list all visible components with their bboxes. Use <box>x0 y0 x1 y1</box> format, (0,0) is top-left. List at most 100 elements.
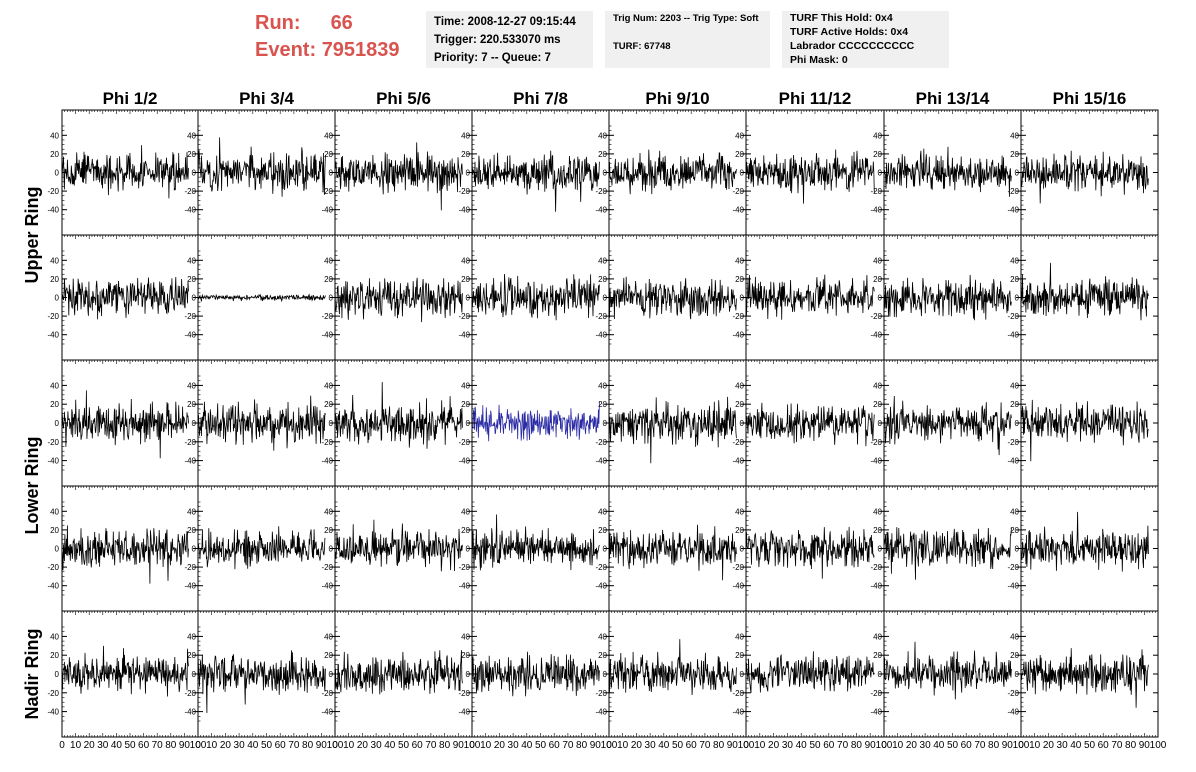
y-tick-label: 40 <box>461 381 470 390</box>
y-tick-label: -20 <box>184 689 196 698</box>
y-tick-label: 0 <box>740 545 745 554</box>
x-tick-label: 90 <box>453 740 465 751</box>
x-tick-label: 60 <box>412 740 424 751</box>
y-tick-label: -40 <box>870 582 882 591</box>
y-tick-label: 40 <box>187 632 196 641</box>
y-tick-label: -40 <box>47 331 59 340</box>
y-tick-label: -20 <box>1007 312 1019 321</box>
x-tick-label: 60 <box>823 740 835 751</box>
y-tick-label: 40 <box>735 381 744 390</box>
y-tick-label: -20 <box>47 689 59 698</box>
x-tick-label: 100 <box>327 740 344 751</box>
waveform-trace-r0-c4 <box>608 149 737 195</box>
y-tick-label: -20 <box>595 438 607 447</box>
y-tick-label: -20 <box>47 312 59 321</box>
x-tick-label: 0 <box>743 740 749 751</box>
event-label: Event: <box>255 39 317 61</box>
y-tick-label: 0 <box>603 169 608 178</box>
waveform-trace-r2-c1 <box>197 395 326 451</box>
panel-frame-r0-c3 <box>471 109 610 236</box>
y-tick-label: 40 <box>187 131 196 140</box>
y-tick-label: 20 <box>187 526 196 535</box>
x-tick-label: 30 <box>920 740 932 751</box>
y-tick-label: 20 <box>873 400 882 409</box>
y-tick-label: -20 <box>184 563 196 572</box>
waveform-trace-r1-c3 <box>471 273 600 321</box>
y-tick-label: 0 <box>55 670 60 679</box>
y-tick-label: -20 <box>595 689 607 698</box>
y-tick-label: -20 <box>870 563 882 572</box>
y-tick-label: 0 <box>1015 545 1020 554</box>
x-tick-label: 40 <box>1070 740 1082 751</box>
y-tick-label: 0 <box>329 169 334 178</box>
y-tick-label: -20 <box>321 187 333 196</box>
y-tick-label: 20 <box>735 275 744 284</box>
y-tick-label: 20 <box>50 400 59 409</box>
event-value: 7951839 <box>321 39 400 61</box>
x-tick-label: 50 <box>535 740 547 751</box>
y-tick-label: -20 <box>870 187 882 196</box>
x-tick-label: 80 <box>713 740 725 751</box>
trigger-text: Trigger: 220.533070 ms <box>434 34 561 46</box>
y-tick-label: -40 <box>184 331 196 340</box>
y-tick-label: -40 <box>870 457 882 466</box>
y-tick-label: 40 <box>598 632 607 641</box>
y-tick-label: -20 <box>458 563 470 572</box>
waveform-trace-r4-c7 <box>1020 648 1149 708</box>
y-tick-label: -40 <box>1007 582 1019 591</box>
y-tick-label: -40 <box>870 708 882 717</box>
y-tick-label: 20 <box>873 150 882 159</box>
x-tick-label: 0 <box>195 740 201 751</box>
y-tick-label: 40 <box>1010 632 1019 641</box>
y-tick-label: 20 <box>873 275 882 284</box>
column-title-phi: Phi 5/6 <box>376 89 431 108</box>
y-tick-label: 0 <box>603 294 608 303</box>
y-tick-label: 0 <box>55 294 60 303</box>
y-tick-label: -40 <box>321 708 333 717</box>
time-info-box: Time: 2008-12-27 09:15:44 Trigger: 220.5… <box>426 11 593 68</box>
y-tick-label: -20 <box>184 187 196 196</box>
x-tick-label: 80 <box>302 740 314 751</box>
y-tick-label: -20 <box>732 689 744 698</box>
y-tick-label: 0 <box>192 169 197 178</box>
y-tick-label: 0 <box>329 294 334 303</box>
y-tick-label: 20 <box>461 526 470 535</box>
waveform-trace-r1-c2 <box>334 277 463 323</box>
x-tick-label: 60 <box>549 740 561 751</box>
y-tick-label: -40 <box>47 206 59 215</box>
x-tick-label: 20 <box>1043 740 1055 751</box>
turf-number-text: TURF: 67748 <box>613 41 671 52</box>
y-tick-label: 40 <box>324 507 333 516</box>
x-tick-label: 30 <box>645 740 657 751</box>
y-tick-label: -40 <box>458 457 470 466</box>
x-tick-label: 10 <box>70 740 82 751</box>
y-tick-label: -20 <box>184 438 196 447</box>
column-title-phi: Phi 7/8 <box>513 89 568 108</box>
x-tick-label: 70 <box>425 740 437 751</box>
y-tick-label: 20 <box>598 150 607 159</box>
x-tick-label: 40 <box>111 740 123 751</box>
waveform-trace-r1-c5 <box>745 274 875 320</box>
y-tick-label: 0 <box>603 545 608 554</box>
y-tick-label: -40 <box>321 206 333 215</box>
x-tick-label: 30 <box>97 740 109 751</box>
y-tick-label: 40 <box>735 131 744 140</box>
run-line: Run: 66 <box>255 10 400 37</box>
y-tick-label: 0 <box>1015 169 1020 178</box>
y-tick-label: 40 <box>461 256 470 265</box>
y-tick-label: 0 <box>878 670 883 679</box>
waveform-trace-r0-c2 <box>334 142 463 211</box>
y-tick-label: 0 <box>740 169 745 178</box>
y-tick-label: 0 <box>466 545 471 554</box>
y-tick-label: 40 <box>187 256 196 265</box>
y-tick-label: 40 <box>873 381 882 390</box>
y-tick-label: 20 <box>187 275 196 284</box>
waveform-trace-r1-c4 <box>608 276 737 320</box>
y-tick-label: 0 <box>466 294 471 303</box>
x-tick-label: 20 <box>357 740 369 751</box>
x-tick-label: 10 <box>892 740 904 751</box>
x-tick-label: 60 <box>138 740 150 751</box>
x-tick-label: 70 <box>974 740 986 751</box>
y-tick-label: -20 <box>184 312 196 321</box>
